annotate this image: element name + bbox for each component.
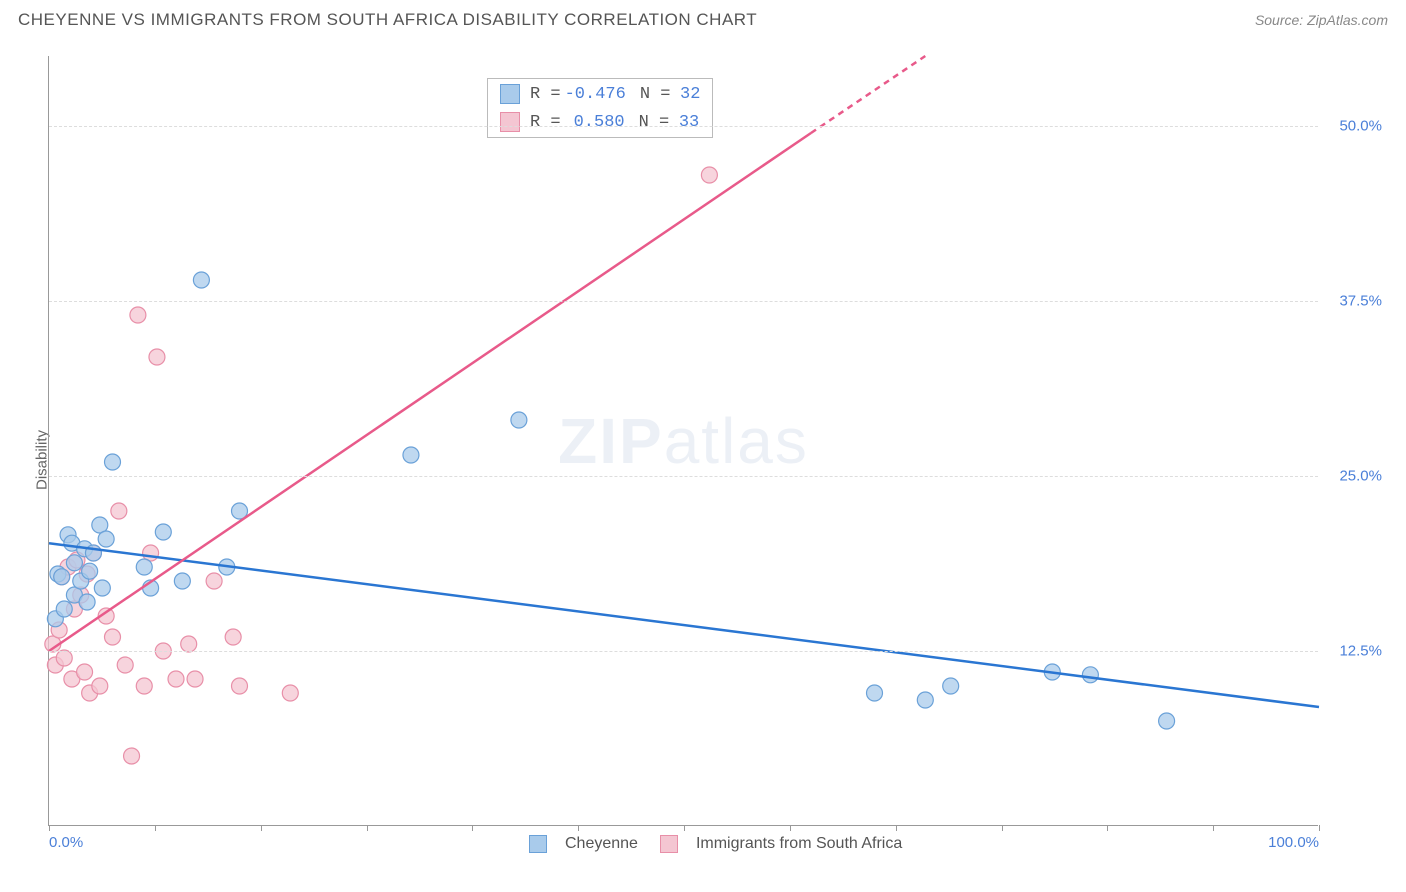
legend-n-value: 32 [674,85,700,104]
x-tick [684,825,685,831]
source-attribution: Source: ZipAtlas.com [1255,12,1388,28]
legend-n-label: N = [640,85,671,104]
data-point [105,629,121,645]
data-point [232,678,248,694]
x-tick [1319,825,1320,831]
gridline [49,126,1318,127]
x-tick [261,825,262,831]
legend-r-value: 0.580 [565,113,625,132]
gridline [49,301,1318,302]
x-tick-label: 0.0% [49,834,83,851]
x-tick [578,825,579,831]
legend-swatch [529,835,547,853]
x-tick [790,825,791,831]
gridline [49,476,1318,477]
data-point [54,569,70,585]
x-tick [1002,825,1003,831]
legend-r-label: R = [530,113,561,132]
legend-n-value: 33 [673,113,699,132]
data-point [1159,713,1175,729]
data-point [136,678,152,694]
data-point [98,531,114,547]
scatter-plot-svg [49,56,1318,825]
legend-r-label: R = [530,85,561,104]
data-point [79,594,95,610]
data-point [511,412,527,428]
bottom-legend: Cheyenne Immigrants from South Africa [529,835,902,853]
data-point [193,272,209,288]
y-tick-label: 25.0% [1326,468,1382,485]
x-tick [896,825,897,831]
legend-stats-box: R =-0.476 N =32 R = 0.580 N =33 [487,78,713,138]
legend-label: Cheyenne [565,835,638,853]
data-point [403,447,419,463]
data-point [943,678,959,694]
data-point [66,555,82,571]
legend-item: Cheyenne [529,835,638,853]
data-point [149,349,165,365]
data-point [1082,667,1098,683]
data-point [117,657,133,673]
plot-area: ZIPatlas R =-0.476N =32R = 0.580N =33 Ch… [48,56,1318,826]
legend-stats-row: R =-0.476 N =32 [488,80,712,108]
x-tick-label: 100.0% [1268,834,1319,851]
x-tick [1107,825,1108,831]
data-point [56,650,72,666]
data-point [181,636,197,652]
data-point [867,685,883,701]
legend-stats-row: R = 0.580 N =33 [488,108,712,136]
data-point [124,748,140,764]
gridline [49,651,1318,652]
chart-container: Disability ZIPatlas R =-0.476N =32R = 0.… [0,36,1406,884]
data-point [92,678,108,694]
data-point [187,671,203,687]
legend-swatch [660,835,678,853]
data-point [105,454,121,470]
legend-item: Immigrants from South Africa [660,835,902,853]
x-tick [1213,825,1214,831]
trend-line [811,56,925,133]
legend-swatch [500,112,520,132]
data-point [917,692,933,708]
data-point [77,664,93,680]
data-point [155,524,171,540]
chart-title: CHEYENNE VS IMMIGRANTS FROM SOUTH AFRICA… [18,10,757,30]
data-point [94,580,110,596]
data-point [168,671,184,687]
trend-line [49,133,811,651]
x-tick [49,825,50,831]
data-point [130,307,146,323]
y-tick-label: 12.5% [1326,643,1382,660]
data-point [82,563,98,579]
x-tick [472,825,473,831]
legend-r-value: -0.476 [565,85,626,104]
data-point [174,573,190,589]
data-point [56,601,72,617]
legend-swatch [500,84,520,104]
y-tick-label: 50.0% [1326,118,1382,135]
data-point [206,573,222,589]
data-point [136,559,152,575]
data-point [282,685,298,701]
legend-n-label: N = [639,113,670,132]
data-point [701,167,717,183]
x-tick [367,825,368,831]
data-point [225,629,241,645]
x-tick [155,825,156,831]
y-tick-label: 37.5% [1326,293,1382,310]
legend-label: Immigrants from South Africa [696,835,902,853]
data-point [111,503,127,519]
